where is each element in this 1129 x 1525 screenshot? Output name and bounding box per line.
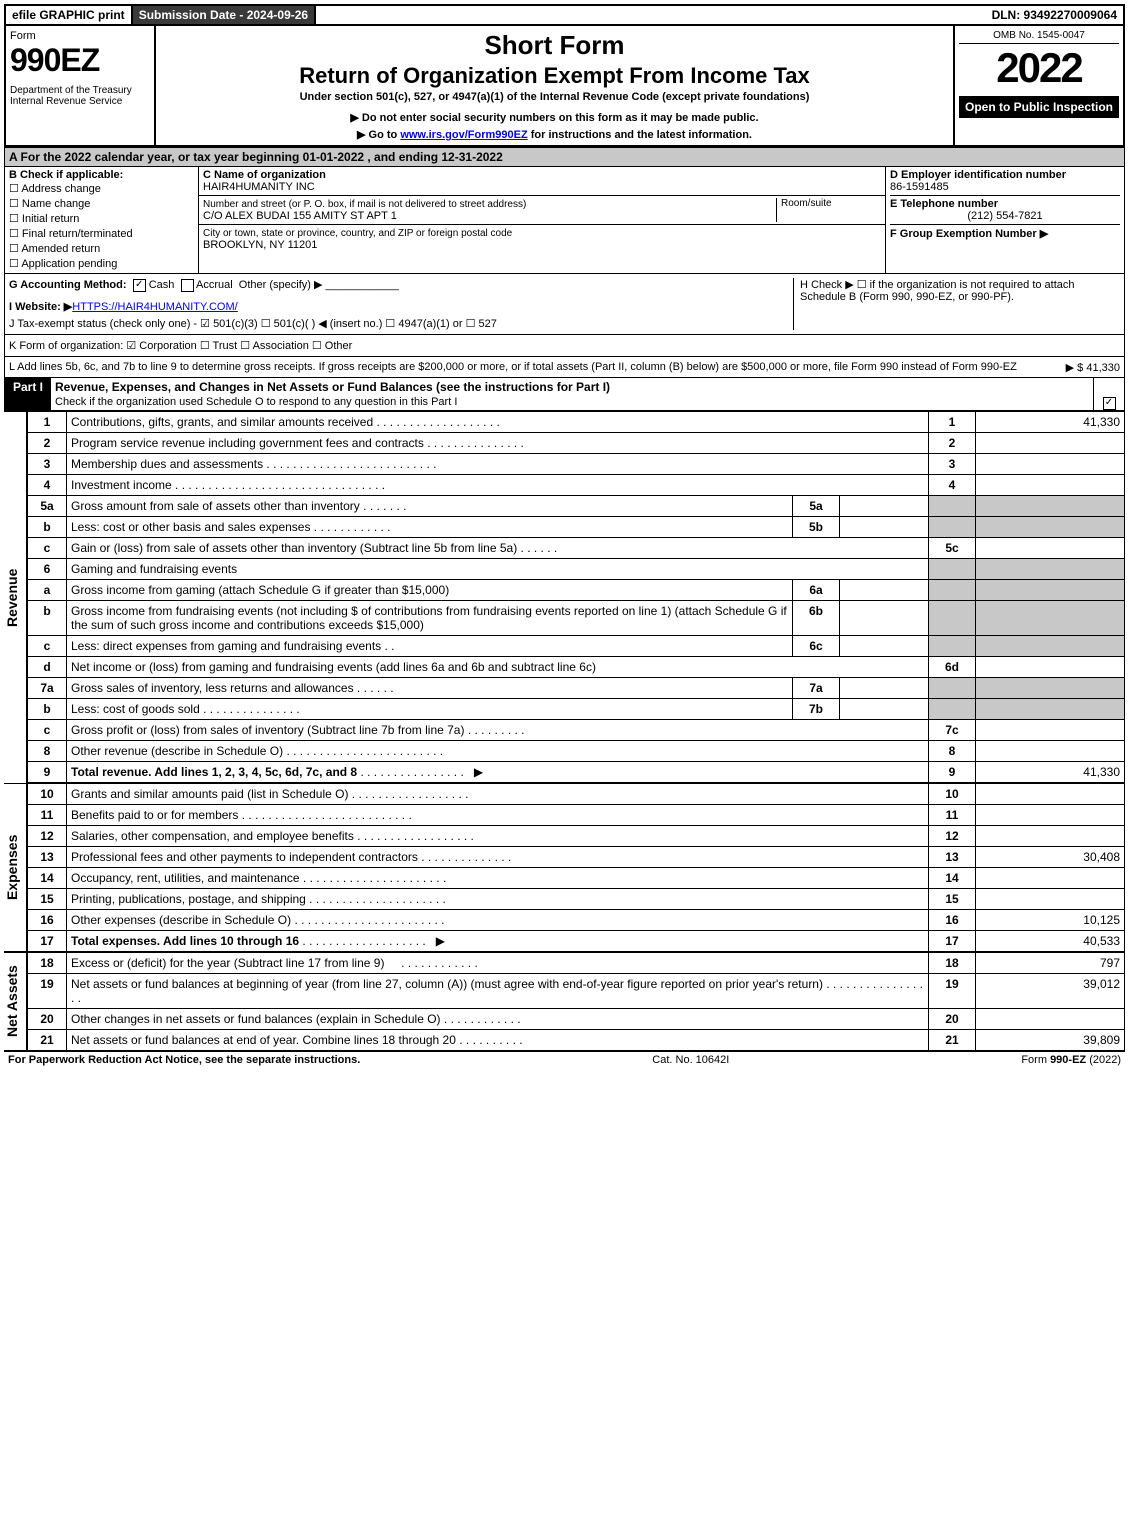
line-7a: 7aGross sales of inventory, less returns… [28,677,1125,698]
g-label: G Accounting Method: [9,279,127,291]
line-2: 2Program service revenue including gover… [28,432,1125,453]
b-title: B Check if applicable: [9,169,123,181]
f-label: F Group Exemption Number ▶ [890,228,1048,240]
line-8: 8Other revenue (describe in Schedule O) … [28,740,1125,761]
chk-amended[interactable]: ☐ Amended return [9,241,194,256]
netassets-label: Net Assets [4,952,27,1051]
chk-initial[interactable]: ☐ Initial return [9,211,194,226]
line-6d: dNet income or (loss) from gaming and fu… [28,656,1125,677]
section-g-h: G Accounting Method: ✓ Cash Accrual Othe… [4,274,1125,335]
irs-link[interactable]: www.irs.gov/Form990EZ [400,129,527,141]
e-label: E Telephone number [890,198,998,210]
title-return: Return of Organization Exempt From Incom… [160,63,949,89]
submission-date: Submission Date - 2024-09-26 [133,6,316,24]
chk-address[interactable]: ☐ Address change [9,181,194,196]
section-k: K Form of organization: ☑ Corporation ☐ … [4,335,1125,357]
addr-label: Number and street (or P. O. box, if mail… [203,199,526,210]
line-6c: cLess: direct expenses from gaming and f… [28,635,1125,656]
subtitle: Under section 501(c), 527, or 4947(a)(1)… [160,91,949,103]
part1-tab: Part I [5,378,51,410]
org-name: HAIR4HUMANITY INC [203,181,315,193]
section-l: L Add lines 5b, 6c, and 7b to line 9 to … [4,357,1125,378]
line-5a: 5aGross amount from sale of assets other… [28,495,1125,516]
chk-schedule-o[interactable]: ✓ [1103,397,1116,410]
part1-check: Check if the organization used Schedule … [55,396,457,408]
line-16: 16Other expenses (describe in Schedule O… [28,909,1125,930]
chk-pending[interactable]: ☐ Application pending [9,256,194,271]
city-label: City or town, state or province, country… [203,228,512,239]
revenue-label: Revenue [4,411,27,783]
footer-mid: Cat. No. 10642I [652,1054,729,1066]
ein: 86-1591485 [890,181,949,193]
top-bar: efile GRAPHIC print Submission Date - 20… [4,4,1125,26]
line-6a: aGross income from gaming (attach Schedu… [28,579,1125,600]
line-14: 14Occupancy, rent, utilities, and mainte… [28,867,1125,888]
expenses-label: Expenses [4,783,27,952]
h-text: H Check ▶ ☐ if the organization is not r… [793,278,1120,330]
dept-1: Department of the Treasury [10,85,150,96]
line-7b: bLess: cost of goods sold . . . . . . . … [28,698,1125,719]
efile-label[interactable]: efile GRAPHIC print [6,6,133,24]
chk-final[interactable]: ☐ Final return/terminated [9,226,194,241]
line-10: 10Grants and similar amounts paid (list … [28,783,1125,804]
line-19: 19Net assets or fund balances at beginni… [28,973,1125,1008]
tax-year: 2022 [959,44,1119,92]
city: BROOKLYN, NY 11201 [203,239,317,251]
footer-left: For Paperwork Reduction Act Notice, see … [8,1054,360,1066]
chk-cash[interactable]: ✓ [133,279,146,292]
line-17: 17Total expenses. Add lines 10 through 1… [28,930,1125,951]
omb: OMB No. 1545-0047 [959,30,1119,44]
page-footer: For Paperwork Reduction Act Notice, see … [4,1051,1125,1068]
title-short-form: Short Form [160,30,949,61]
l-amount: ▶ $ 41,330 [1066,361,1120,374]
part1-header: Part I Revenue, Expenses, and Changes in… [4,378,1125,411]
line-15: 15Printing, publications, postage, and s… [28,888,1125,909]
dept-2: Internal Revenue Service [10,96,150,107]
i-label: I Website: ▶ [9,301,72,313]
line-4: 4Investment income . . . . . . . . . . .… [28,474,1125,495]
line-20: 20Other changes in net assets or fund ba… [28,1008,1125,1029]
chk-accrual[interactable] [181,279,194,292]
c-label: C Name of organization [203,169,326,181]
lines-block: Revenue 1Contributions, gifts, grants, a… [4,411,1125,783]
form-header: Form 990EZ Department of the Treasury In… [4,26,1125,147]
section-bcdef: B Check if applicable: ☐ Address change … [4,167,1125,274]
line-1: 1Contributions, gifts, grants, and simil… [28,411,1125,432]
addr: C/O ALEX BUDAI 155 AMITY ST APT 1 [203,210,397,222]
line-18: 18Excess or (deficit) for the year (Subt… [28,952,1125,973]
form-number: 990EZ [10,42,150,79]
dln: DLN: 93492270009064 [986,6,1123,24]
line-6: 6Gaming and fundraising events [28,558,1125,579]
room-label: Room/suite [777,198,881,222]
footer-right: Form 990-EZ (2022) [1021,1054,1121,1066]
part1-title: Revenue, Expenses, and Changes in Net As… [55,380,610,394]
line-13: 13Professional fees and other payments t… [28,846,1125,867]
line-5b: bLess: cost or other basis and sales exp… [28,516,1125,537]
warn-goto: ▶ Go to www.irs.gov/Form990EZ for instru… [160,128,949,141]
warn-ssn: ▶ Do not enter social security numbers o… [160,111,949,124]
line-9: 9Total revenue. Add lines 1, 2, 3, 4, 5c… [28,761,1125,782]
line-5c: cGain or (loss) from sale of assets othe… [28,537,1125,558]
website-link[interactable]: HTTPS://HAIR4HUMANITY.COM/ [72,301,237,313]
chk-name[interactable]: ☐ Name change [9,196,194,211]
d-label: D Employer identification number [890,169,1066,181]
line-6b: bGross income from fundraising events (n… [28,600,1125,635]
j-line: J Tax-exempt status (check only one) - ☑… [9,317,793,330]
open-inspection: Open to Public Inspection [959,96,1119,118]
section-a: A For the 2022 calendar year, or tax yea… [4,147,1125,167]
line-21: 21Net assets or fund balances at end of … [28,1029,1125,1050]
line-11: 11Benefits paid to or for members . . . … [28,804,1125,825]
form-label: Form [10,30,150,42]
phone: (212) 554-7821 [890,210,1120,222]
line-7c: cGross profit or (loss) from sales of in… [28,719,1125,740]
line-12: 12Salaries, other compensation, and empl… [28,825,1125,846]
line-3: 3Membership dues and assessments . . . .… [28,453,1125,474]
